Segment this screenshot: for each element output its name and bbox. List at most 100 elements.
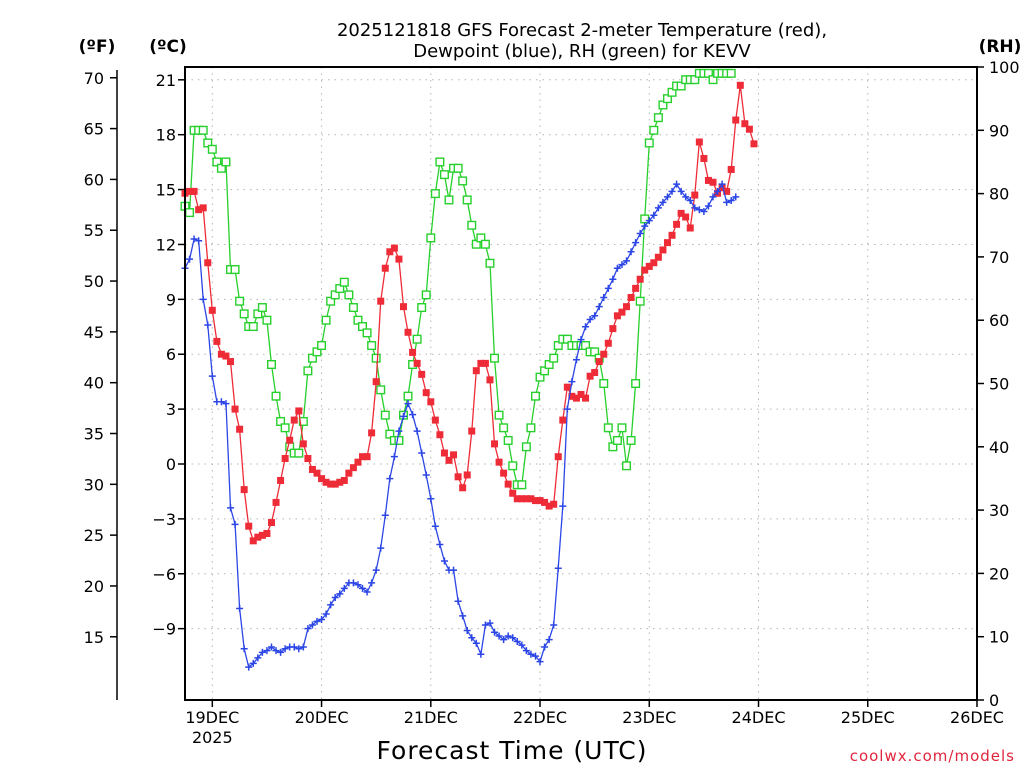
credit-label: coolwx.com/models: [850, 747, 1015, 765]
temperature-point: [390, 244, 398, 252]
dewpoint-point: [723, 198, 731, 206]
temperature-point: [436, 431, 444, 439]
dewpoint-point: [459, 612, 467, 620]
temperature-point: [204, 259, 212, 267]
dewpoint-point: [363, 588, 371, 596]
dewpoint-point: [673, 180, 681, 188]
temperature-point: [550, 500, 558, 508]
temperature-point: [618, 308, 626, 316]
dewpoint-point: [463, 626, 471, 634]
temperature-point: [682, 213, 690, 221]
dewpoint-point: [531, 652, 539, 660]
temperature-point: [700, 154, 708, 162]
dewpoint-point: [491, 628, 499, 636]
celsius-tick-label: 15: [156, 181, 176, 200]
temperature-point: [645, 262, 653, 270]
rh-point: [662, 94, 672, 104]
dewpoint-point: [691, 204, 699, 212]
dewpoint-point: [395, 427, 403, 435]
rh-point: [553, 341, 563, 351]
dewpoint-point: [204, 321, 212, 329]
temperature-point: [395, 255, 403, 263]
rh-point: [257, 303, 267, 313]
dewpoint-point: [349, 579, 357, 587]
temperature-point: [190, 187, 198, 195]
chart-title-line-1: 2025121818 GFS Forecast 2-meter Temperat…: [337, 20, 827, 41]
temperature-point: [331, 480, 339, 488]
dewpoint-point: [604, 284, 612, 292]
dewpoint-point: [217, 398, 225, 406]
temperature-point: [254, 533, 262, 541]
temperature-point: [509, 489, 517, 497]
temperature-point: [736, 81, 744, 89]
temperature-point: [541, 498, 549, 506]
rh-point: [535, 372, 545, 382]
rh-point: [280, 423, 290, 433]
dewpoint-point: [240, 645, 248, 653]
dewpoint-point: [572, 356, 580, 364]
dewpoint-point: [418, 449, 426, 457]
rh-tick-label: 10: [989, 628, 1009, 647]
rh-point: [385, 429, 395, 439]
dewpoint-point: [195, 237, 203, 245]
temperature-point: [454, 473, 462, 481]
dewpoint-point: [600, 294, 608, 302]
rh-point: [253, 309, 263, 319]
temperature-point: [308, 465, 316, 473]
dewpoint-point: [695, 206, 703, 214]
temperature-point: [572, 394, 580, 402]
temperature-point: [686, 224, 694, 232]
temperature-point: [413, 359, 421, 367]
temperature-point: [363, 453, 371, 461]
dewpoint-point: [472, 639, 480, 647]
dewpoint-point: [377, 544, 385, 552]
time-tick-label: 22DEC: [513, 708, 567, 727]
temperature-point: [468, 427, 476, 435]
rh-point: [526, 423, 536, 433]
rh-point: [298, 416, 308, 426]
rh-point: [335, 284, 345, 294]
rh-point: [644, 138, 654, 148]
dewpoint-point: [354, 581, 362, 589]
dewpoint-point: [322, 610, 330, 618]
dewpoint-point: [267, 643, 275, 651]
rh-point: [307, 353, 317, 363]
temperature-point: [327, 480, 335, 488]
rh-point: [581, 341, 591, 351]
rh-point: [312, 347, 322, 357]
temperature-point: [609, 325, 617, 333]
rh-point: [467, 220, 477, 230]
temperature-point: [272, 498, 280, 506]
dewpoint-point: [477, 650, 485, 658]
fahrenheit-tick-label: 25: [84, 526, 104, 545]
temperature-point: [249, 537, 257, 545]
dewpoint-point: [245, 663, 253, 671]
dewpoint-point: [304, 625, 312, 633]
temperature-point: [418, 370, 426, 378]
rh-point: [344, 290, 354, 300]
celsius-tick-label: 18: [156, 126, 176, 145]
fahrenheit-tick-label: 35: [84, 425, 104, 444]
dewpoint-point: [308, 621, 316, 629]
dewpoint-point: [413, 427, 421, 435]
time-tick-label: 25DEC: [841, 708, 895, 727]
dewpoint-point: [199, 295, 207, 303]
celsius-axis: 21 18 15 12 9 6 3 0 −3 −6 −9: [152, 71, 185, 639]
temperature-point: [723, 187, 731, 195]
dewpoint-point: [732, 193, 740, 201]
dewpoint-point: [277, 648, 285, 656]
rh-point: [453, 163, 463, 173]
rh-point: [230, 265, 240, 275]
dewpoint-point: [372, 566, 380, 574]
rh-tick-label: 20: [989, 564, 1009, 583]
fahrenheit-tick-label: 30: [84, 475, 104, 494]
celsius-tick-label: −3: [152, 510, 176, 529]
temperature-point: [481, 359, 489, 367]
celsius-tick-label: 21: [156, 71, 176, 90]
temperature-point: [518, 495, 526, 503]
temperature-point: [704, 176, 712, 184]
dewpoint-point: [422, 471, 430, 479]
plot-frame: [184, 66, 978, 701]
